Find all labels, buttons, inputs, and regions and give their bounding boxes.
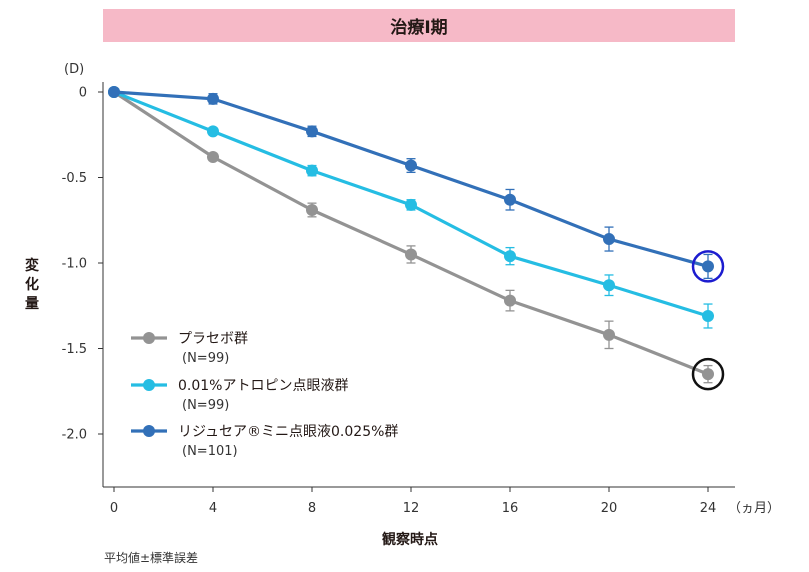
y-tick-label: -0.5	[62, 171, 87, 186]
data-point	[405, 159, 417, 172]
chart-title-band: 治療Ⅰ期	[103, 9, 735, 42]
chart-title: 治療Ⅰ期	[390, 18, 448, 38]
data-point	[603, 328, 615, 341]
legend-swatch-marker	[143, 425, 155, 437]
data-point	[405, 198, 417, 211]
data-point	[504, 294, 516, 307]
highlight-circle	[691, 250, 725, 283]
y-axis-title-char: 量	[25, 296, 39, 312]
data-point	[702, 368, 714, 381]
x-tick-label: 16	[502, 501, 519, 516]
axes: 0 -0.5 -1.0 -1.5 -2.0 0 4 8 12 16 20 24	[62, 82, 735, 516]
y-axis-title-char: 化	[25, 276, 39, 293]
series-2	[108, 86, 714, 280]
y-tick-label: -1.5	[62, 342, 87, 357]
data-point	[207, 125, 219, 138]
data-point	[306, 164, 318, 177]
data-point	[108, 86, 120, 98]
x-tick-label: 20	[601, 501, 618, 516]
legend-swatch-marker	[143, 332, 155, 344]
legend-entry: プラセボ群 (N=99)	[131, 331, 248, 366]
data-point	[702, 260, 714, 273]
x-tick-label: 0	[110, 501, 118, 516]
legend-entry: リジュセア®ミニ点眼液0.025%群 (N=101)	[131, 424, 398, 459]
data-point	[603, 279, 615, 292]
highlight-circle	[691, 357, 725, 391]
data-point	[603, 233, 615, 246]
legend-swatch-marker	[143, 379, 155, 391]
x-axis-title: 観察時点	[382, 531, 438, 548]
y-tick-label: -1.0	[62, 257, 87, 272]
x-unit-label: （ヵ月）	[728, 501, 780, 516]
series-line	[113, 90, 709, 268]
series-layer	[108, 86, 725, 391]
legend-n-label: (N=101)	[182, 444, 238, 459]
legend-label: プラセボ群	[178, 331, 248, 347]
y-tick-label: -2.0	[62, 428, 87, 443]
legend-label: 0.01%アトロピン点眼液群	[178, 378, 348, 394]
data-point	[405, 248, 417, 261]
y-axis-title-char: 変	[25, 257, 39, 274]
data-point	[504, 193, 516, 206]
data-point	[207, 150, 219, 163]
data-point	[306, 125, 318, 138]
x-tick-label: 4	[209, 501, 217, 516]
x-tick-label: 24	[700, 501, 717, 516]
footnote: 平均値±標準誤差	[104, 551, 199, 565]
y-unit-label: (D)	[64, 62, 84, 77]
x-tick-label: 12	[403, 501, 420, 516]
legend-entry: 0.01%アトロピン点眼液群 (N=99)	[131, 378, 348, 413]
data-point	[702, 310, 714, 323]
data-point	[306, 203, 318, 216]
legend-label: リジュセア®ミニ点眼液0.025%群	[178, 424, 398, 440]
data-point	[207, 92, 219, 105]
data-point	[504, 250, 516, 263]
legend: プラセボ群 (N=99) 0.01%アトロピン点眼液群 (N=99) リジュセア®ミニ点…	[131, 331, 398, 459]
legend-n-label: (N=99)	[182, 398, 229, 413]
x-tick-label: 8	[308, 501, 316, 516]
legend-n-label: (N=99)	[182, 351, 229, 366]
y-axis-title: 変化量	[25, 257, 39, 312]
y-tick-label: 0	[79, 86, 87, 101]
series-1	[108, 86, 714, 329]
